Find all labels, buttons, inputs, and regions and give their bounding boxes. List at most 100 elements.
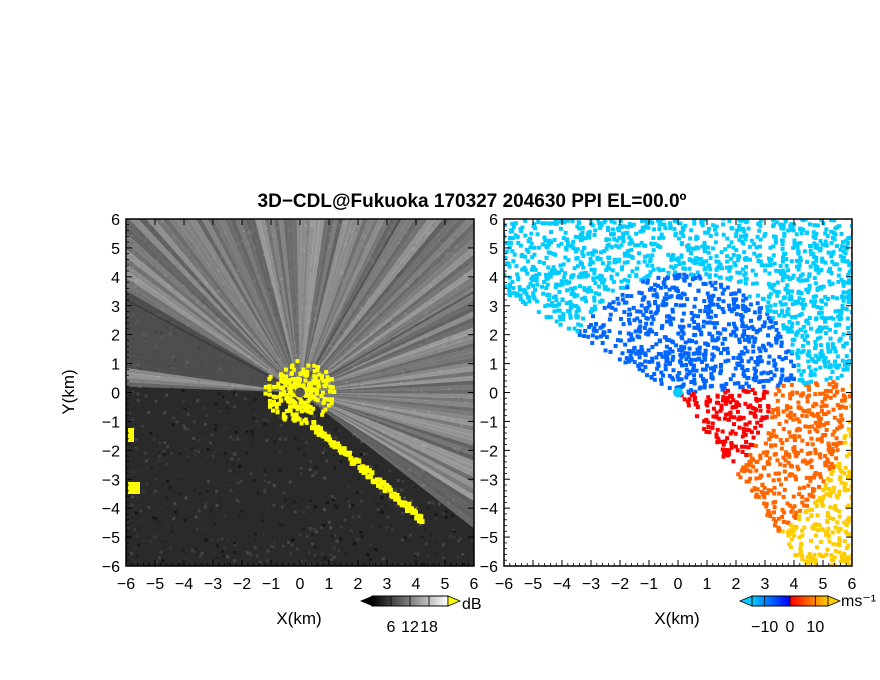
- velocity-cell: [853, 364, 857, 368]
- snr-noise-cell: [137, 527, 141, 531]
- snr-saturated-cell: [303, 378, 308, 383]
- snr-saturated-cell: [294, 412, 299, 417]
- velocity-cell: [751, 349, 756, 354]
- velocity-cell: [832, 219, 837, 223]
- velocity-cell: [659, 177, 663, 181]
- velocity-cell: [824, 173, 828, 177]
- velocity-cell: [633, 183, 637, 187]
- velocity-cell: [682, 125, 686, 129]
- velocity-cell: [844, 200, 848, 204]
- velocity-cell: [559, 241, 564, 246]
- velocity-cell: [618, 186, 622, 190]
- velocity-cell: [774, 340, 779, 345]
- velocity-cell: [829, 557, 834, 562]
- velocity-cell: [658, 352, 663, 357]
- velocity-cell: [797, 187, 801, 191]
- velocity-cell: [620, 123, 624, 127]
- velocity-cell: [688, 183, 692, 187]
- velocity-cell: [723, 132, 727, 136]
- snr-noise-cell: [452, 530, 456, 534]
- velocity-cell: [841, 298, 846, 303]
- velocity-cell: [620, 153, 624, 157]
- velocity-cell: [773, 321, 778, 326]
- snr-noise-cell: [263, 491, 267, 495]
- velocity-cell: [644, 178, 648, 182]
- velocity-cell: [800, 554, 805, 559]
- snr-noise-cell: [232, 550, 236, 554]
- snr-noise-cell: [199, 402, 203, 406]
- snr-noise-cell: [307, 448, 311, 452]
- velocity-cell: [473, 213, 477, 217]
- velocity-cell: [835, 520, 840, 525]
- snr-saturated-cell: [382, 488, 388, 494]
- velocity-cell: [832, 359, 837, 364]
- snr-noise-cell: [261, 519, 265, 523]
- velocity-cell: [512, 173, 516, 177]
- snr-streak: [300, 392, 474, 529]
- velocity-cell: [781, 409, 786, 414]
- velocity-cell: [506, 240, 511, 245]
- velocity-cell: [498, 280, 502, 284]
- snr-noise-cell: [131, 390, 135, 394]
- velocity-cell: [795, 245, 800, 250]
- velocity-cell: [722, 287, 727, 292]
- velocity-cell: [703, 378, 708, 383]
- velocity-cell: [824, 202, 828, 206]
- velocity-cell: [876, 509, 880, 513]
- velocity-cell: [690, 273, 695, 278]
- velocity-cell: [576, 147, 580, 151]
- velocity-cell: [764, 501, 769, 506]
- velocity-cell: [790, 275, 795, 280]
- velocity-cell: [868, 448, 872, 452]
- snr-noise-cell: [185, 456, 189, 460]
- velocity-cell: [863, 335, 867, 339]
- snr-noise-cell: [425, 555, 429, 559]
- velocity-cell: [479, 247, 483, 251]
- snr-noise-cell: [352, 433, 356, 437]
- velocity-cell: [499, 246, 503, 250]
- velocity-cell: [704, 194, 708, 198]
- velocity-cell: [554, 298, 559, 303]
- velocity-cell: [608, 162, 612, 166]
- velocity-cell: [820, 165, 824, 169]
- snr-saturated-cell: [336, 444, 342, 450]
- velocity-cell: [591, 276, 596, 281]
- velocity-cell: [547, 146, 551, 150]
- velocity-cell: [823, 260, 828, 265]
- velocity-cell: [693, 395, 698, 400]
- velocity-cell: [846, 330, 851, 335]
- velocity-cell: [628, 237, 633, 242]
- velocity-cell: [715, 440, 720, 445]
- velocity-cell: [809, 356, 814, 361]
- snr-ytick-label: 1: [111, 357, 120, 374]
- velocity-cell: [814, 255, 819, 260]
- snr-noise-cell: [331, 534, 335, 538]
- velocity-cell: [673, 270, 678, 275]
- snr-streak: [126, 283, 300, 393]
- snr-noise-cell: [206, 479, 210, 483]
- velocity-cell: [859, 197, 863, 201]
- snr-noise-cell: [266, 503, 270, 507]
- velocity-cell: [761, 384, 766, 389]
- velocity-cell: [580, 212, 584, 216]
- velocity-cell: [839, 424, 844, 429]
- velocity-cell: [729, 226, 734, 231]
- velocity-cell: [646, 166, 650, 170]
- velocity-cell: [850, 190, 854, 194]
- velocity-cell: [617, 357, 622, 362]
- snr-saturated-cell: [281, 379, 286, 384]
- snr-saturated-cell: [272, 384, 277, 389]
- velocity-cell: [807, 161, 811, 165]
- velocity-cell: [782, 233, 787, 238]
- snr-noise-cell: [211, 454, 215, 458]
- velocity-cell: [725, 350, 730, 355]
- velocity-cell: [765, 169, 769, 173]
- velocity-cell: [533, 213, 537, 217]
- velocity-cell: [575, 329, 580, 334]
- snr-noise-cell: [268, 536, 272, 540]
- snr-noise-cell: [415, 551, 419, 555]
- snr-noise-cell: [158, 441, 162, 445]
- velocity-cell: [563, 230, 568, 235]
- velocity-cell: [710, 375, 715, 380]
- velocity-cell: [710, 338, 715, 343]
